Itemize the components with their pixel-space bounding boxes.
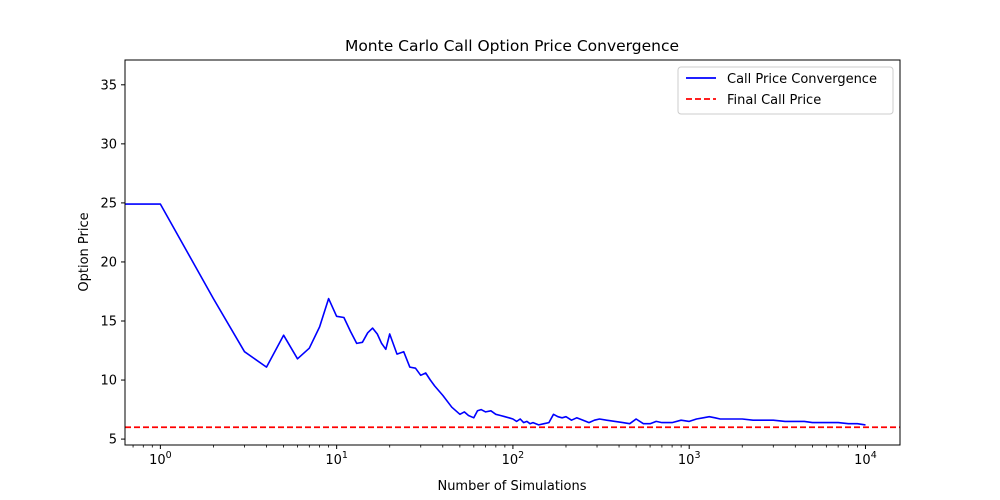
legend: Call Price Convergence Final Call Price [677, 66, 894, 115]
legend-box [677, 66, 894, 115]
legend-label-call-price-convergence: Call Price Convergence [727, 72, 877, 87]
y-tick-label: 20 [100, 255, 117, 270]
y-tick-label: 35 [100, 78, 117, 93]
x-tick-label: 104 [854, 450, 877, 468]
y-tick-label: 10 [100, 374, 117, 389]
x-tick-label: 100 [149, 450, 172, 468]
y-axis-label: Option Price [77, 212, 92, 291]
chart-title: Monte Carlo Call Option Price Convergenc… [345, 37, 679, 55]
y-tick-label: 30 [100, 137, 117, 152]
plot-frame [124, 59, 901, 446]
y-tick-label: 25 [100, 196, 117, 211]
series-line-call-price-convergence [125, 203, 866, 426]
x-tick-label: 101 [325, 450, 348, 468]
x-axis-label: Number of Simulations [437, 479, 586, 494]
x-tick-label: 103 [678, 450, 701, 468]
legend-label-final-call-price: Final Call Price [727, 93, 821, 108]
x-tick-label: 102 [502, 450, 525, 468]
plot-elements: 5 10 15 20 25 30 35 100 101 102 103 104 [100, 59, 901, 468]
y-tick-label: 15 [100, 314, 117, 329]
y-tick-label: 5 [109, 433, 117, 448]
